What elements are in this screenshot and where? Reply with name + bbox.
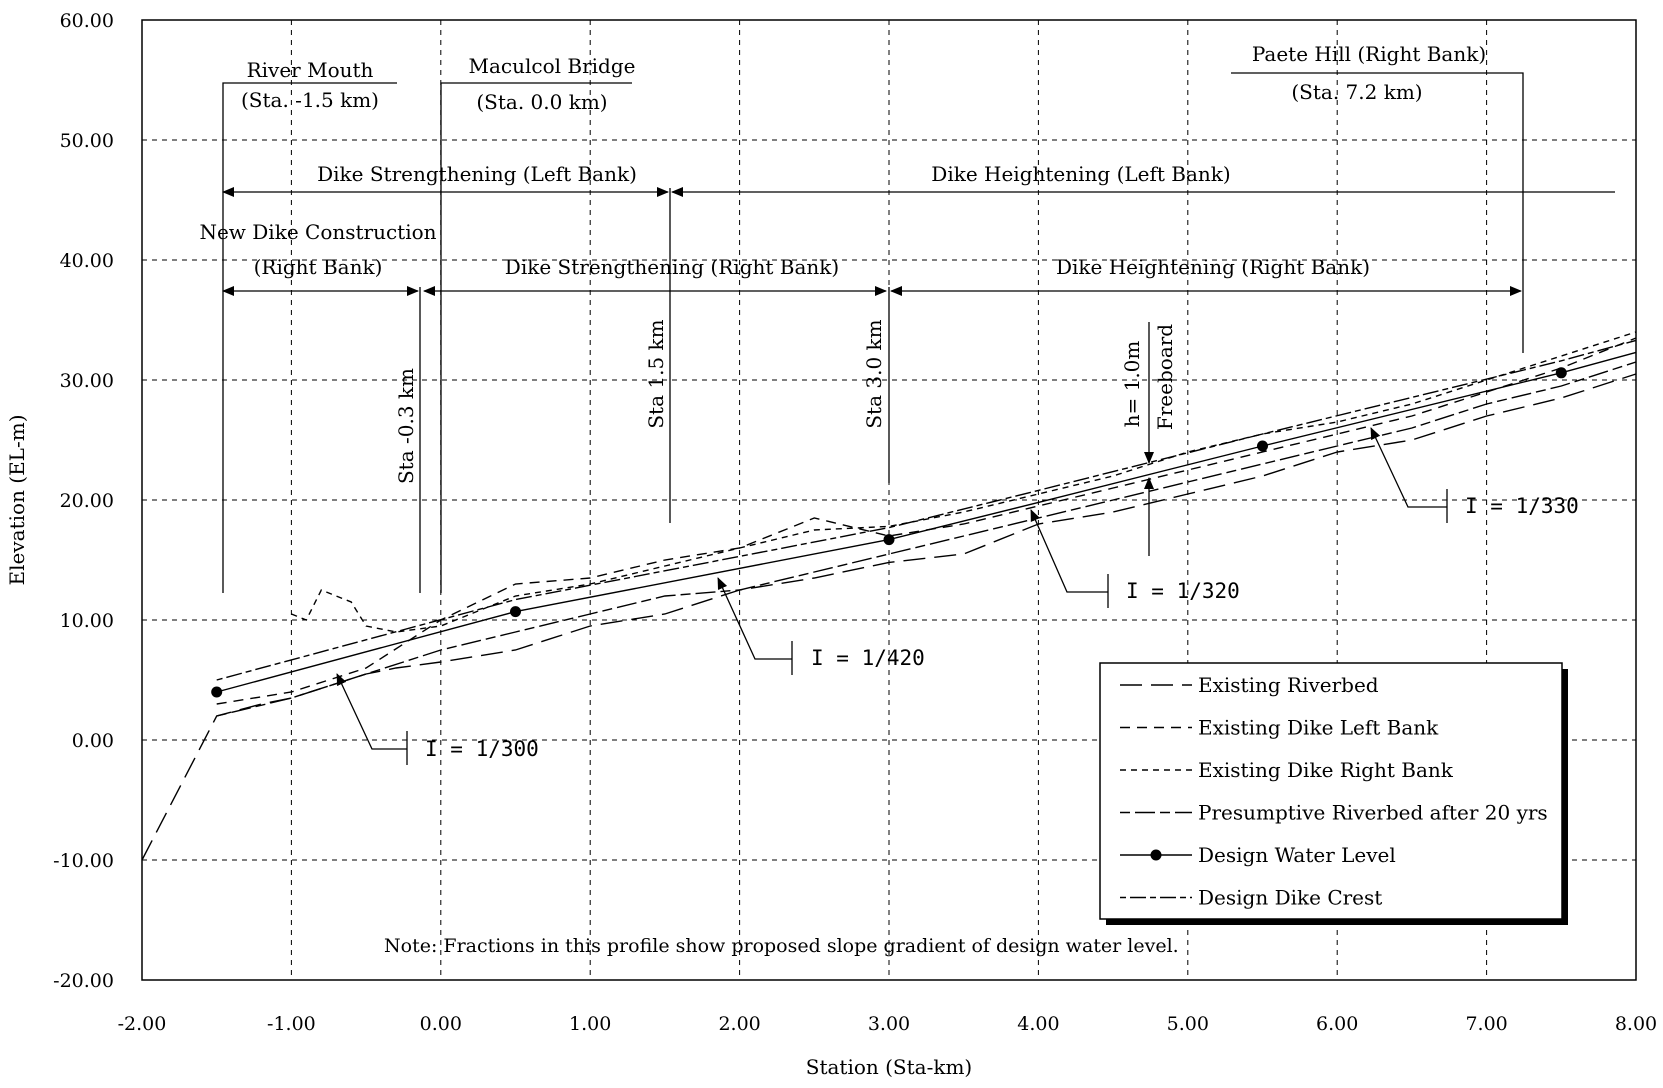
slope-callouts	[336, 427, 1448, 765]
station-annotations	[222, 72, 1524, 593]
paete-hill-leader	[1231, 72, 1524, 353]
sta-minus-0-3-label: Sta -0.3 km	[394, 368, 418, 484]
x-tick-label: 7.00	[1465, 1013, 1507, 1035]
plot-frame	[141, 19, 1637, 981]
dike-heightening-left-label: Dike Heightening (Left Bank)	[931, 162, 1230, 186]
legend-label-existing-dike-right-bank: Existing Dike Right Bank	[1198, 758, 1454, 782]
series-design-dike-crest	[216, 339, 1637, 681]
x-tick-label: 4.00	[1017, 1013, 1059, 1035]
freeboard-height-label: h= 1.0m	[1120, 341, 1144, 428]
series-design-water-level	[216, 351, 1637, 693]
slope-420-leader	[717, 577, 792, 660]
maculcol-bridge-leader	[440, 82, 632, 593]
paete-hill-station: (Sta. 7.2 km)	[1291, 80, 1422, 104]
slope-330-label: I = 1/330	[1465, 494, 1579, 518]
slope-420-label: I = 1/420	[811, 646, 925, 670]
x-tick-label: 0.00	[420, 1013, 462, 1035]
slope-330-leader	[1370, 427, 1447, 508]
x-tick-label: 6.00	[1316, 1013, 1358, 1035]
chart-note: Note: Fractions in this profile show pro…	[384, 935, 1179, 957]
y-tick-label: 30.00	[60, 370, 114, 392]
sta-1-5-label: Sta 1.5 km	[644, 319, 668, 428]
slope-320-leader	[1030, 509, 1108, 593]
series-design-water-level-marker	[1555, 367, 1567, 379]
legend-label-existing-dike-left-bank: Existing Dike Left Bank	[1198, 716, 1439, 740]
legend-marker-design-water-level	[1150, 849, 1162, 861]
x-tick-label: 3.00	[868, 1013, 910, 1035]
series-design-water-level-marker	[883, 534, 895, 546]
y-tick-label: 50.00	[60, 130, 114, 152]
legend-label-presumptive-riverbed-after-20-yrs: Presumptive Riverbed after 20 yrs	[1198, 801, 1548, 825]
y-axis-label: Elevation (EL-m)	[5, 415, 29, 586]
legend: Existing Riverbed Existing Dike Left Bank…	[1099, 662, 1568, 925]
dike-strengthening-left-label: Dike Strengthening (Left Bank)	[317, 162, 637, 186]
series-existing-dike-left-bank	[216, 337, 1637, 705]
x-axis-label: Station (Sta-km)	[806, 1055, 972, 1079]
river-mouth-station: (Sta. -1.5 km)	[241, 88, 379, 112]
x-tick-label: 2.00	[718, 1013, 760, 1035]
series-design-water-level-marker	[211, 686, 223, 698]
freeboard-label: Freeboard	[1153, 324, 1177, 430]
y-tick-label: 60.00	[60, 10, 114, 32]
maculcol-bridge-station: (Sta. 0.0 km)	[476, 90, 607, 114]
y-tick-label: -10.00	[53, 850, 114, 872]
x-tick-label: 5.00	[1167, 1013, 1209, 1035]
legend-items: Existing Riverbed Existing Dike Left Bank…	[1120, 673, 1548, 910]
new-dike-construction-line2: (Right Bank)	[254, 255, 383, 279]
legend-label-design-dike-crest: Design Dike Crest	[1198, 886, 1382, 910]
y-tick-label: 10.00	[60, 610, 114, 632]
right-bank-ranges	[222, 286, 1522, 593]
slope-320-label: I = 1/320	[1126, 579, 1240, 603]
slope-300-leader	[336, 673, 407, 750]
new-dike-construction-line1: New Dike Construction	[199, 220, 436, 244]
river-mouth-title: River Mouth	[247, 58, 374, 82]
dike-strengthening-right-label: Dike Strengthening (Right Bank)	[505, 255, 839, 279]
y-axis-ticks: 60.00 50.00 40.00 30.00 20.00 10.00 0.00 -10.00…	[53, 10, 114, 992]
x-tick-label: -2.00	[118, 1013, 167, 1035]
paete-hill-title: Paete Hill (Right Bank)	[1252, 42, 1486, 66]
left-bank-ranges	[222, 187, 1615, 523]
x-tick-label: 8.00	[1615, 1013, 1657, 1035]
x-axis-ticks: -2.00 -1.00 0.00 1.00 2.00 3.00 4.00 5.00 6.00 7.…	[118, 1013, 1658, 1035]
legend-label-design-water-level: Design Water Level	[1198, 843, 1396, 867]
y-tick-label: 20.00	[60, 490, 114, 512]
x-tick-label: -1.00	[267, 1013, 316, 1035]
series-design-water-level-marker	[510, 606, 521, 618]
x-tick-label: 1.00	[569, 1013, 611, 1035]
series-design-water-level-marker	[1257, 440, 1268, 452]
y-tick-label: 0.00	[72, 730, 114, 752]
series-presumptive-riverbed-after-20-yrs	[216, 361, 1637, 717]
sta-3-0-label: Sta 3.0 km	[862, 319, 886, 428]
y-tick-label: -20.00	[53, 970, 114, 992]
legend-label-existing-riverbed: Existing Riverbed	[1198, 673, 1379, 697]
y-tick-label: 40.00	[60, 250, 114, 272]
river-mouth-leader	[222, 82, 397, 593]
maculcol-bridge-title: Maculcol Bridge	[469, 54, 636, 78]
dike-heightening-right-label: Dike Heightening (Right Bank)	[1056, 255, 1370, 279]
series-existing-dike-right-bank	[291, 331, 1637, 633]
slope-300-label: I = 1/300	[425, 737, 539, 761]
legend-box	[1099, 662, 1563, 920]
